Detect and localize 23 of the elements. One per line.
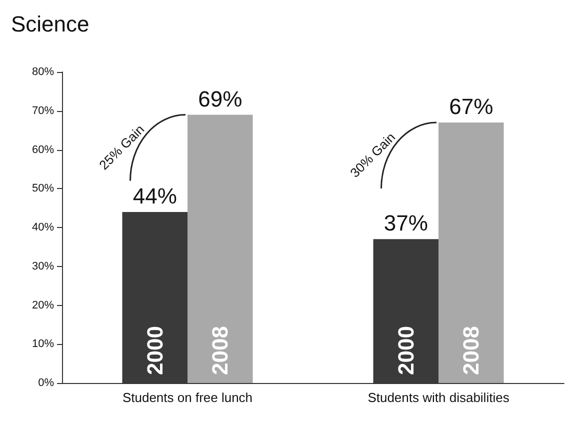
data-label: 37% [384, 210, 428, 236]
data-label: 67% [449, 94, 494, 120]
x-tick-label: Students with disabilities [368, 390, 510, 405]
series-label: 2008 [208, 326, 233, 375]
y-tick-label: 70% [32, 104, 54, 117]
y-tick-label: 30% [32, 260, 54, 272]
text: 2000 [393, 326, 418, 375]
x-tick-label: Students on free lunch [122, 390, 253, 405]
y-tick-label: 20% [32, 299, 54, 312]
chart-title: Science [11, 12, 90, 36]
y-tick-label: 80% [32, 66, 54, 78]
y-tick-label: 50% [32, 182, 54, 195]
annotation: 30% Gain [347, 129, 398, 180]
series-label: 2000 [142, 326, 168, 375]
y-tick-label: 10% [32, 338, 54, 350]
text: 2008 [458, 326, 484, 375]
data-label: 44% [132, 183, 177, 208]
y-tick-label: 40% [32, 222, 54, 234]
y-tick-label: 0% [38, 377, 54, 389]
bar [188, 114, 253, 383]
y-tick-label: 60% [32, 144, 54, 156]
data-label: 69% [198, 86, 242, 112]
bar [438, 122, 504, 383]
